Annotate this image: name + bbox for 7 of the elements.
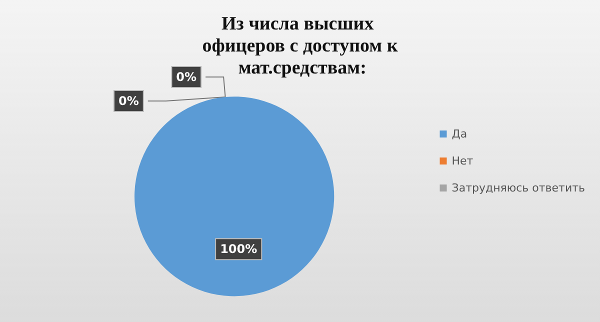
text: 0% bbox=[176, 70, 197, 84]
legend-label: Нет bbox=[452, 154, 474, 168]
legend-label: Затрудняюсь ответить bbox=[452, 182, 586, 194]
data-label: 100% bbox=[220, 242, 258, 256]
legend-label: Да bbox=[452, 128, 468, 140]
text: 0% bbox=[118, 94, 139, 108]
chart-title: Из числа высших офицеров с доступом к мат.средствам: bbox=[202, 14, 398, 78]
